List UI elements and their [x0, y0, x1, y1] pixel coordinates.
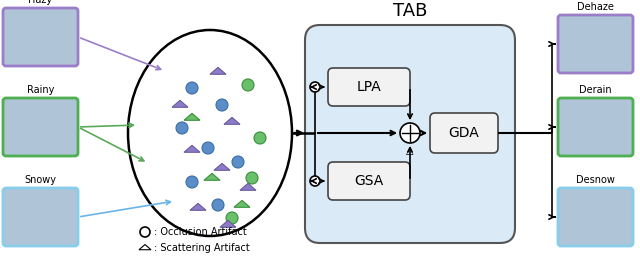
Polygon shape: [224, 117, 240, 124]
Circle shape: [186, 176, 198, 188]
FancyBboxPatch shape: [328, 162, 410, 200]
Circle shape: [140, 227, 150, 237]
Text: GDA: GDA: [449, 126, 479, 140]
FancyBboxPatch shape: [558, 188, 633, 246]
Polygon shape: [234, 200, 250, 207]
Text: △: △: [406, 146, 413, 156]
Circle shape: [216, 99, 228, 111]
Circle shape: [254, 132, 266, 144]
FancyBboxPatch shape: [430, 113, 498, 153]
Circle shape: [246, 172, 258, 184]
Text: LPA: LPA: [356, 80, 381, 94]
Text: Derain: Derain: [579, 85, 612, 95]
Text: Rainy: Rainy: [27, 85, 54, 95]
FancyBboxPatch shape: [3, 98, 78, 156]
Circle shape: [186, 82, 198, 94]
FancyBboxPatch shape: [305, 25, 515, 243]
Circle shape: [242, 79, 254, 91]
Circle shape: [176, 122, 188, 134]
Text: Snowy: Snowy: [24, 175, 56, 185]
Text: GSA: GSA: [355, 174, 383, 188]
Circle shape: [310, 176, 320, 186]
Polygon shape: [172, 100, 188, 107]
FancyBboxPatch shape: [3, 188, 78, 246]
Text: Dehaze: Dehaze: [577, 2, 614, 12]
Circle shape: [310, 82, 320, 92]
Text: Desnow: Desnow: [576, 175, 615, 185]
Polygon shape: [184, 113, 200, 120]
Polygon shape: [190, 203, 206, 210]
Circle shape: [226, 212, 238, 224]
Polygon shape: [220, 220, 236, 227]
Polygon shape: [204, 173, 220, 180]
Polygon shape: [184, 145, 200, 152]
Circle shape: [232, 156, 244, 168]
Ellipse shape: [128, 30, 292, 236]
FancyBboxPatch shape: [558, 98, 633, 156]
Polygon shape: [214, 163, 230, 170]
Circle shape: [202, 142, 214, 154]
Circle shape: [212, 199, 224, 211]
Text: : Occlusion Artifact: : Occlusion Artifact: [154, 227, 247, 237]
Text: TAB: TAB: [393, 2, 427, 20]
Text: Hazy: Hazy: [28, 0, 52, 5]
FancyBboxPatch shape: [328, 68, 410, 106]
Polygon shape: [139, 245, 151, 250]
Polygon shape: [240, 183, 256, 190]
FancyBboxPatch shape: [3, 8, 78, 66]
Polygon shape: [210, 67, 226, 74]
Text: : Scattering Artifact: : Scattering Artifact: [154, 243, 250, 253]
Circle shape: [400, 123, 420, 143]
FancyBboxPatch shape: [558, 15, 633, 73]
